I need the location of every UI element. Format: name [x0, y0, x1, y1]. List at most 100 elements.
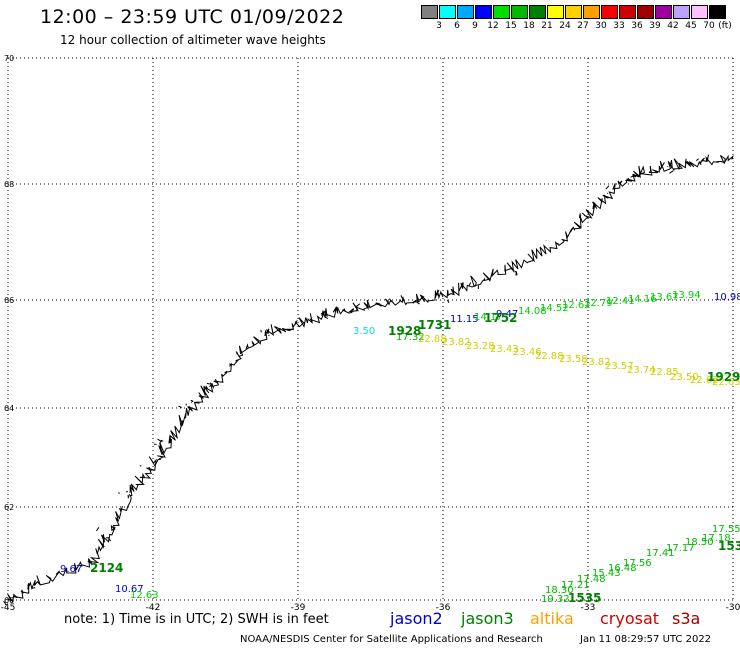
- fjord-detail: [235, 351, 239, 354]
- scale-label: 39: [649, 21, 661, 31]
- scale-swatch: [529, 5, 546, 19]
- fjord-detail: [637, 173, 641, 178]
- fjord-detail: [695, 158, 699, 161]
- map-grid: [7, 57, 734, 601]
- mission-s3a: s3a: [672, 609, 701, 628]
- scale-swatch: [583, 5, 600, 19]
- fjord-detail: [556, 243, 559, 245]
- wave-height-value: 17.17: [666, 543, 695, 554]
- pass-time-label: 1928: [388, 324, 421, 338]
- fjord-detail: [208, 383, 213, 387]
- credit-line: NOAA/NESDIS Center for Satellite Applica…: [240, 634, 543, 645]
- pass-time-label: 1535: [718, 539, 740, 553]
- fjord-detail: [468, 282, 472, 286]
- fjord-detail: [107, 538, 112, 542]
- map-subtitle: 12 hour collection of altimeter wave hei…: [60, 33, 326, 47]
- wave-height-value: 12.63: [130, 590, 159, 601]
- wave-height-value: 23.58: [559, 354, 588, 365]
- lon-tick-label: -30: [726, 603, 740, 613]
- scale-swatch: [475, 5, 492, 19]
- scale-swatch: [421, 5, 438, 19]
- lat-tick-label: 68: [4, 180, 14, 189]
- fjord-detail: [581, 212, 585, 216]
- lat-tick-label: 62: [4, 503, 14, 512]
- pass-time-label: 1752: [484, 311, 517, 325]
- mission-altika: altika: [530, 609, 574, 628]
- fjord-detail: [236, 352, 241, 358]
- lon-tick-label: -36: [436, 603, 451, 613]
- scale-swatch: [709, 5, 726, 19]
- fjord-detail: [669, 170, 674, 174]
- wave-height-value: 23.82: [582, 357, 611, 368]
- mission-cryosat: cryosat: [600, 609, 660, 628]
- wave-height-value: 13.94: [672, 290, 701, 301]
- wave-height-value: 17.18: [702, 533, 731, 544]
- wave-height-value: 22.63: [712, 377, 740, 388]
- scale-label: 3: [436, 21, 442, 31]
- scale-swatch: [565, 5, 582, 19]
- wave-height-value: 23.46: [513, 347, 542, 358]
- wave-height-value: 14.08: [518, 306, 547, 317]
- scale-label: 15: [505, 21, 517, 31]
- wave-height-value: 23.50: [670, 372, 699, 383]
- wave-height-value: 17.21: [561, 580, 590, 591]
- map-title: 12:00 – 23:59 UTC 01/09/2022: [40, 6, 345, 28]
- wave-height-value: 14.52: [540, 303, 569, 314]
- mission-jason3: jason3: [461, 609, 514, 628]
- fjord-detail: [95, 527, 100, 532]
- wave-height-value: 12.79: [584, 298, 613, 309]
- wave-height-value: 9.67: [60, 564, 82, 575]
- lon-tick-label: -33: [581, 603, 596, 613]
- scale-swatch: [673, 5, 690, 19]
- wave-height-value: 17.48: [577, 574, 606, 585]
- lon-tick-label: -45: [1, 603, 16, 613]
- wave-height-value: 15.43: [592, 568, 621, 579]
- scale-label: 18: [523, 21, 535, 31]
- fjord-detail: [190, 400, 194, 403]
- scale-swatch: [637, 5, 654, 19]
- fjord-detail: [206, 382, 210, 385]
- fjord-detail: [159, 439, 163, 444]
- scale-label: 24: [559, 21, 571, 31]
- mission-jason2: jason2: [390, 609, 443, 628]
- wave-height-value: 16.48: [608, 563, 637, 574]
- scale-swatch: [547, 5, 564, 19]
- scale-swatch: [511, 5, 528, 19]
- footer-note: note: 1) Time is in UTC; 2) SWH is in fe…: [64, 612, 329, 627]
- lon-tick-label: -39: [291, 603, 306, 613]
- fjord-detail: [268, 334, 270, 337]
- wave-height-value: 17.55: [712, 524, 740, 535]
- fjord-detail: [356, 303, 361, 307]
- fjord-detail: [440, 292, 443, 295]
- timestamp: Jan 11 08:29:57 UTC 2022: [580, 634, 712, 645]
- fjord-detail: [324, 316, 329, 320]
- wave-height-value: 18.50: [685, 537, 714, 548]
- pass-time-label: 1535: [568, 591, 601, 605]
- fjord-detail: [178, 405, 182, 409]
- wave-height-value: 12.62: [562, 300, 591, 311]
- axis-labels: 70 68 66 64 62 60-45 -42 -39 -36 -33 -30: [1, 54, 740, 613]
- wave-height-value: 3.50: [353, 326, 375, 337]
- scale-swatch: [691, 5, 708, 19]
- scale-label: 6: [454, 21, 460, 31]
- wave-height-value: 10.98: [714, 292, 740, 303]
- scale-swatch: [655, 5, 672, 19]
- scale-swatch: [493, 5, 510, 19]
- scale-label: 42: [667, 21, 679, 31]
- scale-label: 30: [595, 21, 607, 31]
- wave-height-value: 23.57: [605, 361, 634, 372]
- scale-label: 33: [613, 21, 625, 31]
- fjord-detail: [205, 385, 209, 390]
- fjord-detail: [31, 587, 36, 589]
- scale-label: 70: [703, 21, 715, 31]
- fjord-detail: [606, 192, 609, 194]
- wave-height-value: 17.56: [623, 558, 652, 569]
- fjord-detail: [605, 185, 610, 190]
- fjord-detail: [190, 399, 194, 402]
- fjord-detail: [3, 600, 7, 606]
- wave-height-value: 11.15: [450, 314, 479, 325]
- wave-height-value: 14.17: [474, 312, 503, 323]
- wave-height-value: 22.62: [690, 375, 719, 386]
- scale-swatch: [439, 5, 456, 19]
